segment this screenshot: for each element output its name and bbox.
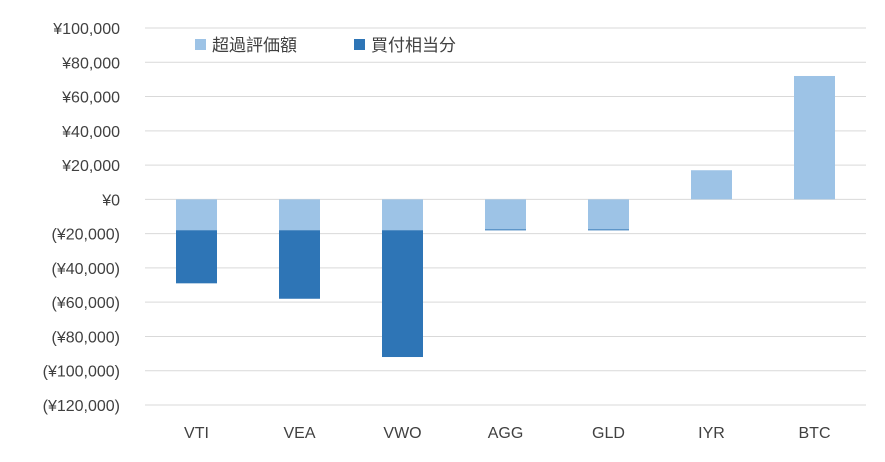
y-tick-label-11: (¥120,000) <box>43 398 120 415</box>
y-tick-label-4: ¥20,000 <box>61 158 120 175</box>
y-tick-label-2: ¥60,000 <box>61 90 120 107</box>
bar-agg-series-0 <box>485 199 526 230</box>
bar-gld-series-0 <box>588 199 629 230</box>
legend-swatch-purchase-equivalent <box>354 39 365 50</box>
x-tick-label-agg: AGG <box>488 425 524 442</box>
bar-vea-series-0 <box>279 199 320 231</box>
y-tick-label-3: ¥40,000 <box>61 124 120 141</box>
y-axis-ticks: ¥100,000 ¥80,000 ¥60,000 ¥40,000 ¥20,000 ¥0 (¥… <box>43 21 120 415</box>
x-tick-label-gld: GLD <box>592 425 625 442</box>
bar-vwo-series-0 <box>382 199 423 231</box>
y-tick-label-9: (¥80,000) <box>52 329 121 346</box>
bars <box>176 75 835 358</box>
legend-label-excess-valuation: 超過評価額 <box>212 36 297 55</box>
x-tick-label-vea: VEA <box>283 425 315 442</box>
bar-vti-series-1 <box>176 230 217 284</box>
bar-iyr-series-0 <box>691 170 732 200</box>
y-tick-label-1: ¥80,000 <box>61 55 120 72</box>
y-tick-label-0: ¥100,000 <box>52 21 120 38</box>
x-tick-label-iyr: IYR <box>698 425 725 442</box>
bar-agg-series-1 <box>485 229 526 231</box>
x-axis-ticks: VTI VEA VWO AGG GLD IYR BTC <box>184 425 830 442</box>
y-tick-label-10: (¥100,000) <box>43 364 120 381</box>
bar-gld-series-1 <box>588 229 629 231</box>
y-tick-label-6: (¥20,000) <box>52 227 121 244</box>
legend-swatch-excess-valuation <box>195 39 206 50</box>
y-tick-label-7: (¥40,000) <box>52 261 121 278</box>
x-tick-label-vti: VTI <box>184 425 209 442</box>
x-tick-label-vwo: VWO <box>383 425 421 442</box>
bar-btc-series-0 <box>794 75 835 200</box>
y-tick-label-5: ¥0 <box>101 192 120 209</box>
bar-vti-series-0 <box>176 199 217 231</box>
bar-vwo-series-1 <box>382 230 423 358</box>
y-tick-label-8: (¥60,000) <box>52 295 121 312</box>
legend: 超過評価額 買付相当分 <box>195 36 456 55</box>
legend-label-purchase-equivalent: 買付相当分 <box>371 36 456 55</box>
bar-vea-series-1 <box>279 230 320 299</box>
x-tick-label-btc: BTC <box>799 425 831 442</box>
